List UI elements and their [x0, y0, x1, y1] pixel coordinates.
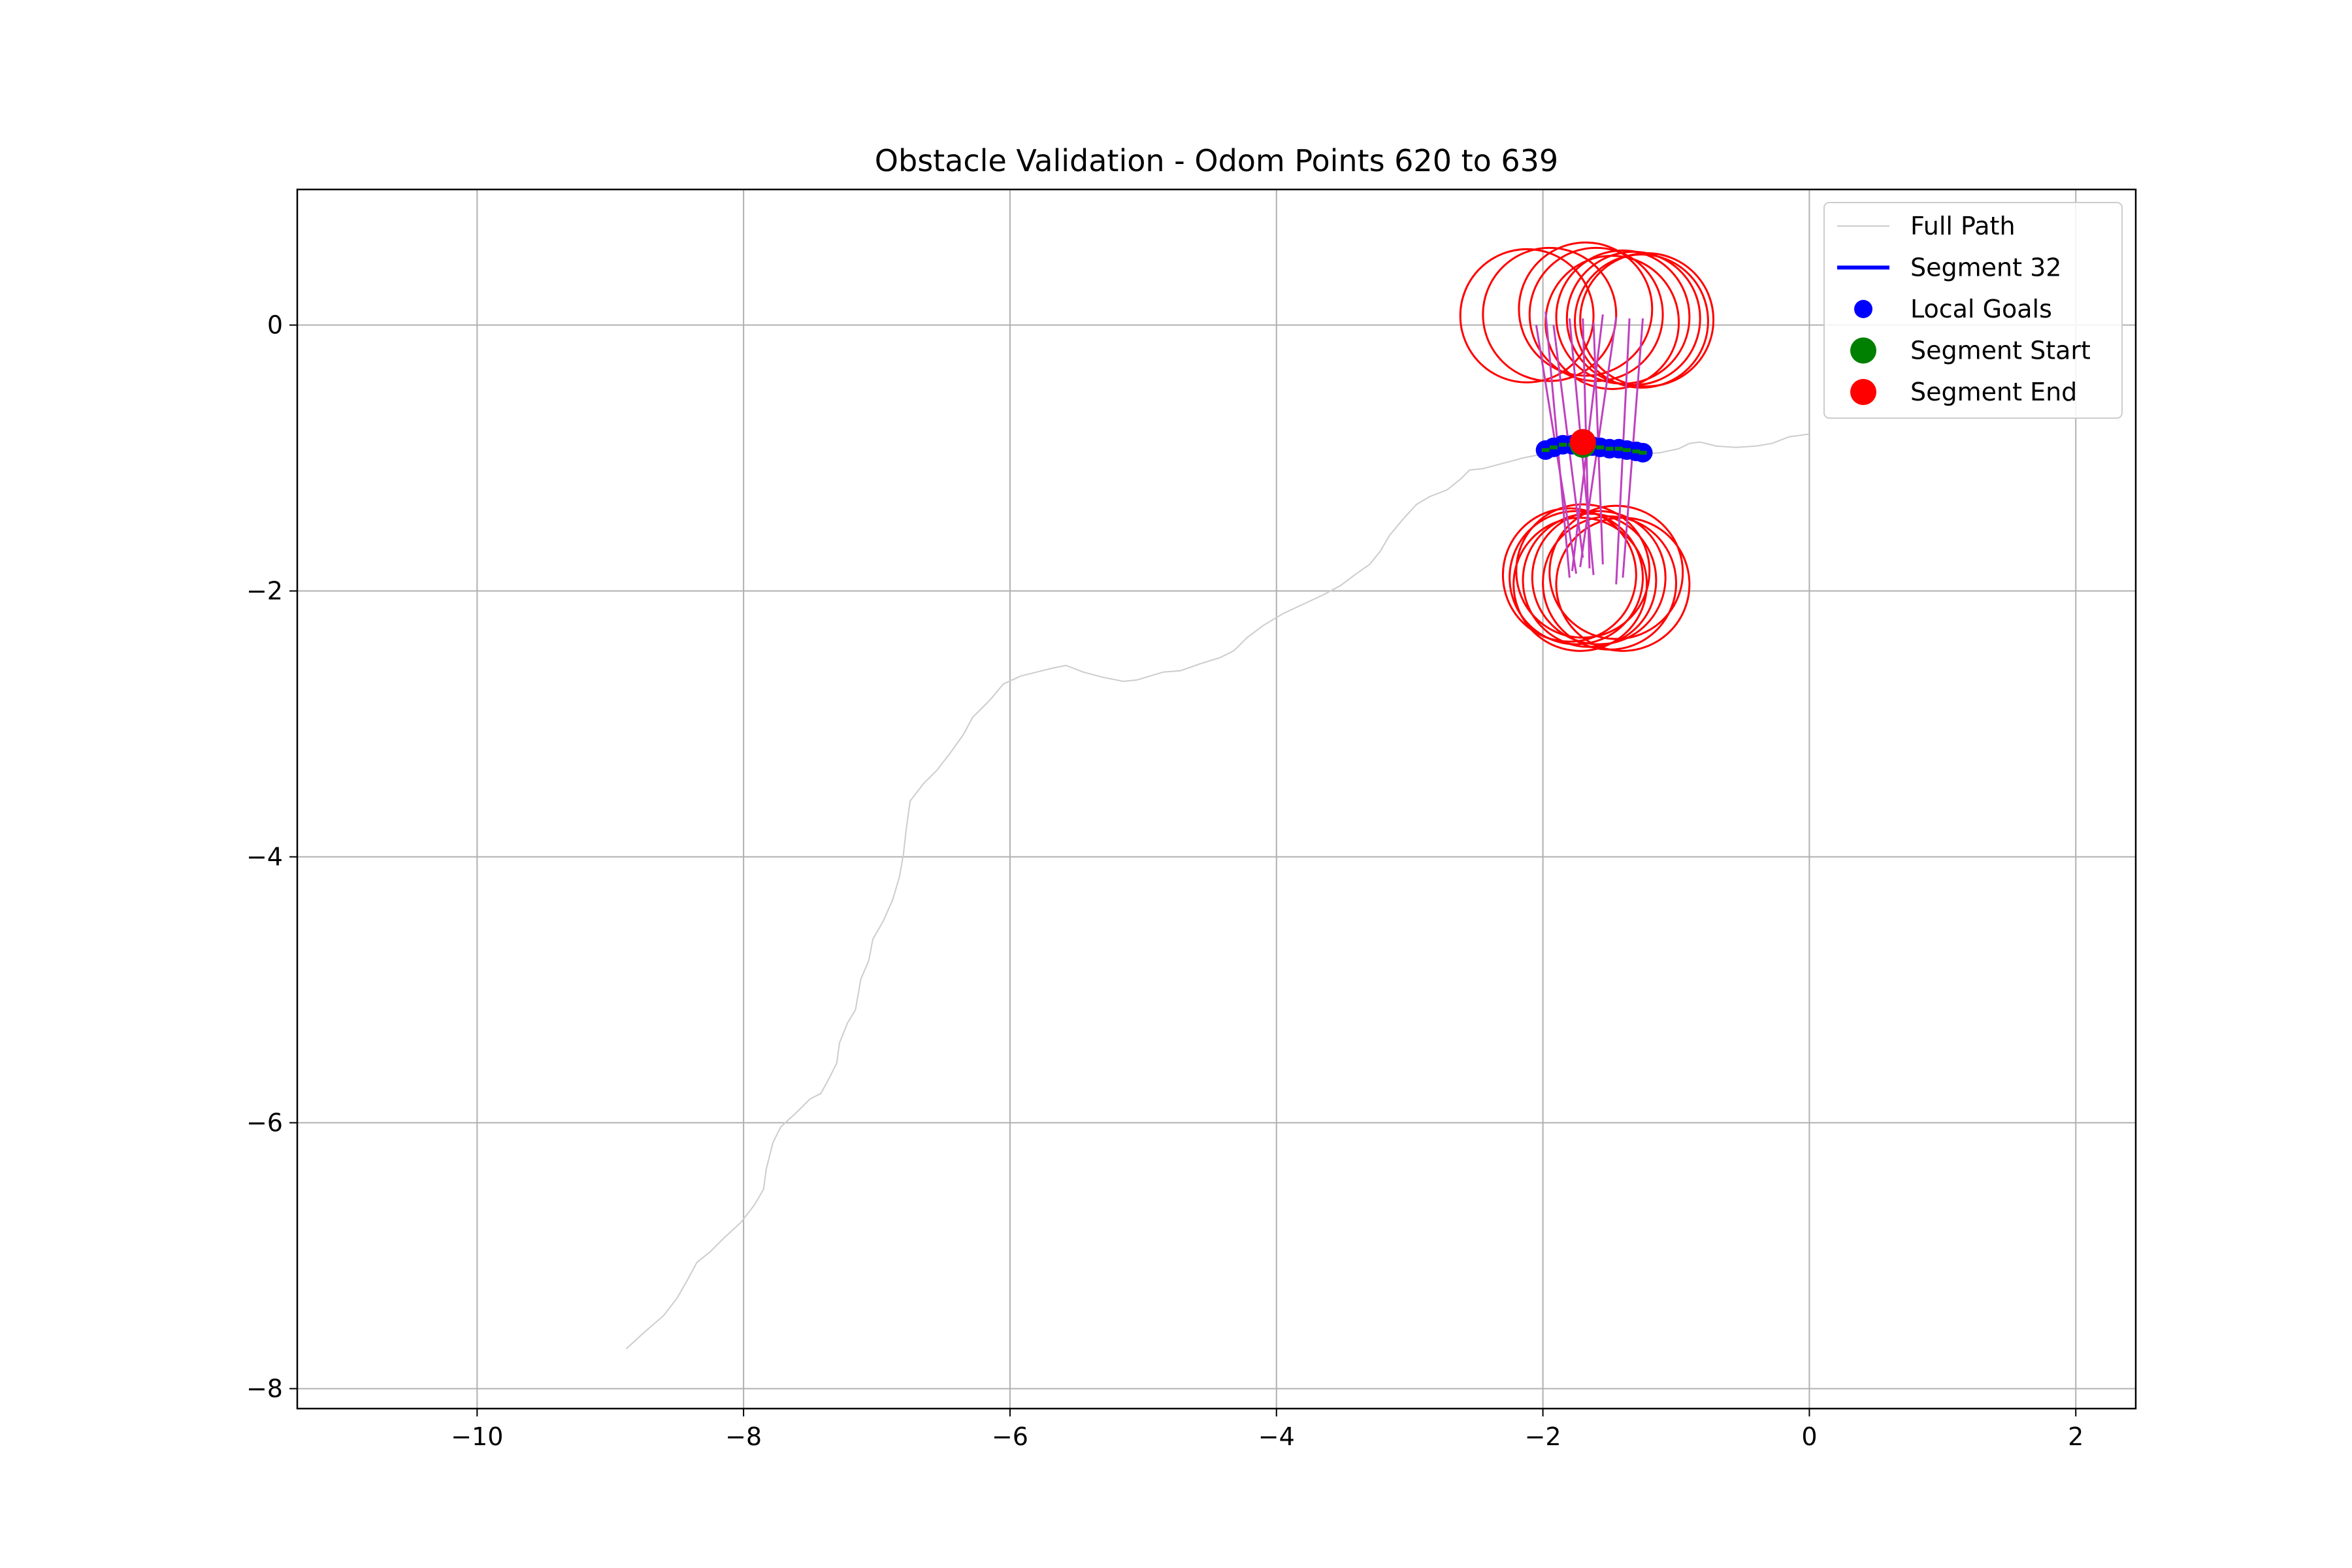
plot-area: [626, 241, 1810, 1350]
segment-marker: [1596, 445, 1605, 449]
x-tick-label: −4: [1258, 1422, 1295, 1451]
obstacle-circle: [1512, 516, 1648, 652]
y-tick-label: 0: [267, 311, 283, 340]
segment-marker: [1623, 448, 1631, 452]
y-tick-label: −8: [246, 1374, 283, 1403]
obstacle-circle: [1579, 252, 1715, 387]
obstacle-circle: [1531, 510, 1667, 645]
obstacle-circle: [1555, 516, 1691, 652]
legend-swatch-dot: [1850, 379, 1876, 405]
y-tick-label: −2: [246, 577, 283, 606]
axes-frame: [296, 188, 2137, 1410]
legend-label: Local Goals: [1910, 295, 2052, 323]
legend-box: [1823, 202, 2123, 419]
legend-label: Full Path: [1910, 212, 2016, 240]
plot-layer: [626, 241, 1810, 1350]
obstacle-circle: [1574, 253, 1709, 389]
legend-swatch-dot: [1854, 300, 1872, 318]
segment-end-point: [1569, 429, 1596, 455]
obstacle-circle: [1501, 507, 1637, 643]
obstacle-circle: [1459, 248, 1595, 384]
y-tick-label: −4: [246, 843, 283, 872]
segment-marker: [1549, 445, 1558, 449]
segment-marker: [1605, 446, 1614, 451]
legend-label: Segment 32: [1910, 253, 2061, 282]
obstacle-circle: [1548, 504, 1684, 640]
segment-marker: [1632, 449, 1641, 453]
grid-layer: [297, 189, 2136, 1409]
legend-swatch-dot: [1850, 337, 1876, 364]
legend-label: Segment Start: [1910, 336, 2091, 365]
obstacle-circle: [1482, 246, 1618, 382]
obstacle-circle: [1518, 241, 1654, 377]
segment-marker: [1639, 450, 1647, 455]
tick-layer: −10 −8 −6 −4 −2 0 2 0 −2 −4 −6 −8: [246, 311, 2083, 1451]
legend: Full Path Segment 32 Local Goals Segment St…: [1823, 202, 2123, 419]
x-tick-label: 2: [2068, 1422, 2083, 1451]
segment-marker: [1614, 446, 1623, 451]
x-tick-label: −6: [992, 1422, 1028, 1451]
x-tick-label: −2: [1525, 1422, 1561, 1451]
segment-marker: [1541, 448, 1550, 452]
y-tick-label: −6: [246, 1108, 283, 1137]
x-tick-label: −10: [451, 1422, 503, 1451]
legend-label: Segment End: [1910, 378, 2077, 406]
chart-title: Obstacle Validation - Odom Points 620 to…: [875, 143, 1558, 178]
segment-marker: [1559, 442, 1567, 447]
x-tick-label: 0: [1801, 1422, 1817, 1451]
x-tick-label: −8: [725, 1422, 762, 1451]
